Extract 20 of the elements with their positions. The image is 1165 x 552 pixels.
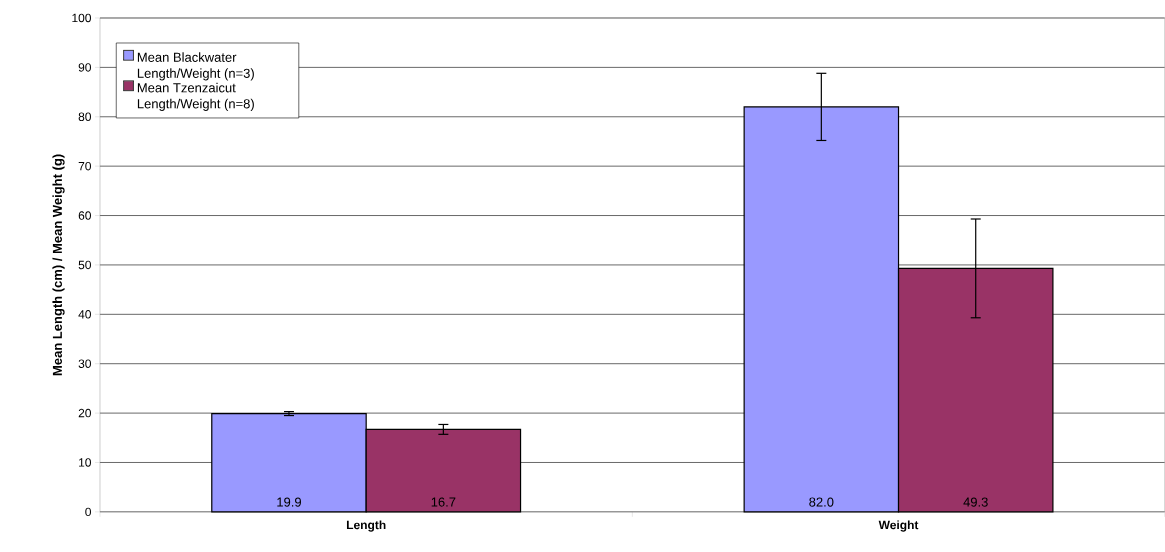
y-tick-label: 0 bbox=[85, 507, 91, 517]
y-axis-title: Mean Length (cm) / Mean Weight (g) bbox=[52, 154, 65, 376]
x-tick-label: Weight bbox=[878, 520, 919, 532]
y-tick-label: 70 bbox=[78, 161, 91, 171]
y-tick-label: 80 bbox=[78, 112, 91, 122]
y-tick-label: 10 bbox=[79, 458, 91, 467]
data-label: 16.7 bbox=[431, 497, 456, 507]
y-tick-label: 40 bbox=[78, 310, 91, 319]
y-tick-label: 100 bbox=[72, 13, 91, 23]
y-tick-label: 30 bbox=[78, 359, 91, 369]
legend-label: Mean Blackwater Length/Weight (n=3) bbox=[137, 52, 254, 81]
y-tick-label: 20 bbox=[78, 408, 91, 418]
data-label: 49.3 bbox=[963, 497, 988, 507]
legend-label: Mean Tzenzaicut Length/Weight (n=8) bbox=[137, 82, 254, 112]
data-label: 19.9 bbox=[277, 497, 301, 507]
x-tick-label: Length bbox=[346, 520, 386, 532]
y-tick-label: 60 bbox=[78, 211, 91, 220]
data-label: 82.0 bbox=[809, 497, 834, 507]
y-tick-label: 50 bbox=[78, 260, 91, 270]
y-tick-label: 90 bbox=[78, 63, 91, 72]
